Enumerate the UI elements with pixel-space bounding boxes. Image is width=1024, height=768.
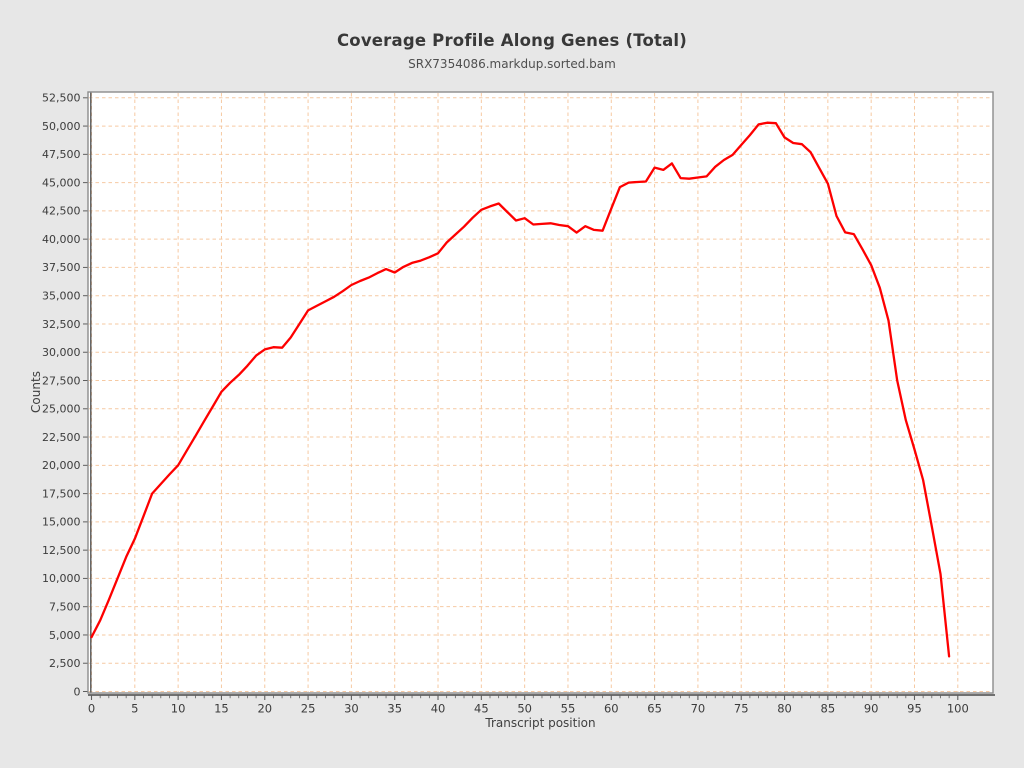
x-tick-label: 80 (777, 702, 792, 716)
y-tick-label: 7,500 (49, 600, 81, 613)
y-tick-label: 32,500 (42, 318, 81, 331)
plot-background (88, 92, 993, 693)
x-tick-label: 75 (734, 702, 749, 716)
y-tick-label: 47,500 (42, 148, 81, 161)
x-tick-label: 90 (864, 702, 879, 716)
y-tick-label: 37,500 (42, 261, 81, 274)
y-tick-label: 20,000 (42, 459, 81, 472)
x-tick-label: 0 (88, 702, 95, 716)
x-tick-label: 95 (907, 702, 922, 716)
y-tick-label: 50,000 (42, 120, 81, 133)
y-tick-label: 15,000 (42, 516, 81, 529)
y-tick-label: 52,500 (42, 92, 81, 105)
x-tick-label: 45 (474, 702, 489, 716)
plot-frame (87, 91, 994, 694)
chart-subtitle: SRX7354086.markdup.sorted.bam (408, 57, 616, 71)
x-tick-label: 10 (171, 702, 186, 716)
y-tick-label: 22,500 (42, 431, 81, 444)
x-tick-label: 85 (821, 702, 836, 716)
y-axis: 0 2,500 5,000 7,500 10,000 12,500 15,000 17,500… (42, 92, 92, 698)
x-tick-label: 30 (344, 702, 359, 716)
y-tick-label: 5,000 (49, 629, 81, 642)
x-tick-label: 25 (301, 702, 316, 716)
x-tick-label: 40 (431, 702, 446, 716)
y-tick-label: 35,000 (42, 289, 81, 302)
y-tick-label: 40,000 (42, 233, 81, 246)
y-tick-label: 2,500 (49, 657, 81, 670)
x-tick-label: 5 (131, 702, 138, 716)
x-tick-label: 100 (947, 702, 969, 716)
x-tick-label: 50 (517, 702, 532, 716)
y-tick-label: 30,000 (42, 346, 81, 359)
x-axis-title: Transcript position (485, 716, 596, 730)
x-tick-label: 65 (647, 702, 662, 716)
x-tick-label: 20 (257, 702, 272, 716)
x-tick-label: 60 (604, 702, 619, 716)
chart-title: Coverage Profile Along Genes (Total) (336, 31, 688, 50)
x-tick-label: 70 (691, 702, 706, 716)
grid-lines (89, 93, 992, 692)
x-tick-label: 55 (561, 702, 576, 716)
y-tick-label: 25,000 (42, 403, 81, 416)
coverage-series-line (90, 121, 951, 658)
x-axis: 0 5 10 15 20 25 30 35 40 45 50 55 60 65 70 75 80 85 90 95 10… (88, 694, 995, 716)
y-tick-label: 27,500 (42, 374, 81, 387)
y-tick-label: 45,000 (42, 176, 81, 189)
x-tick-label: 35 (387, 702, 402, 716)
y-tick-label: 12,500 (42, 544, 81, 557)
y-tick-label: 0 (74, 685, 81, 698)
y-tick-label: 17,500 (42, 487, 81, 500)
x-tick-label: 15 (214, 702, 229, 716)
y-tick-label: 10,000 (42, 572, 81, 585)
y-tick-label: 42,500 (42, 205, 81, 218)
